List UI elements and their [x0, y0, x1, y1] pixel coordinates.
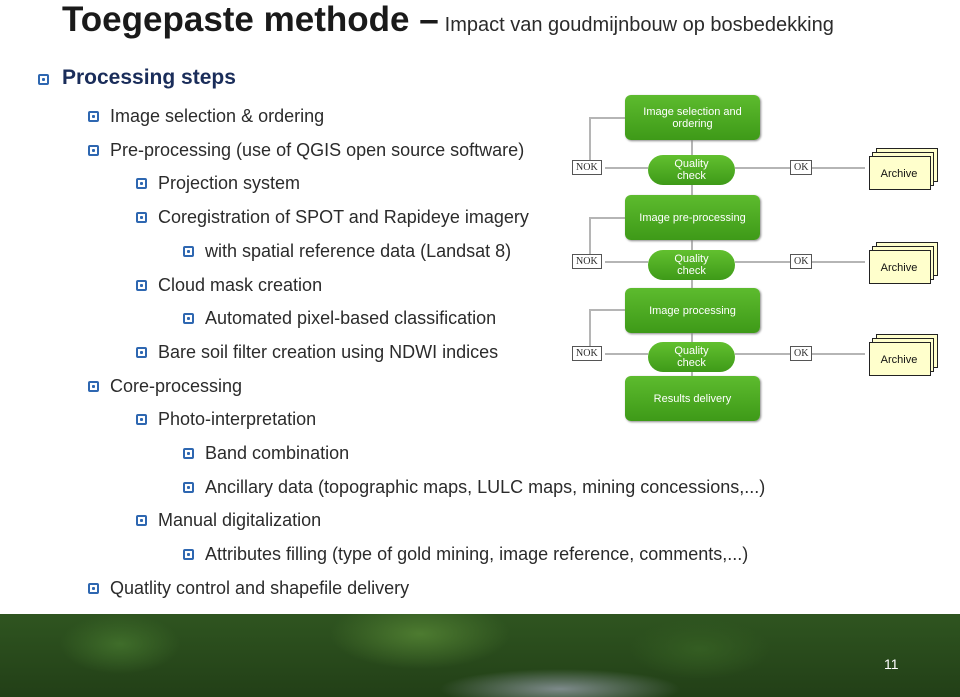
bullet-icon: [88, 144, 99, 156]
archive-sheet: [869, 342, 931, 376]
flow-step: Image processing: [625, 288, 760, 333]
archive-sheet: [869, 250, 931, 284]
bullet-icon: [183, 448, 194, 459]
bullet-icon: [88, 111, 99, 122]
slide-subtitle: Impact van goudmijnbouw op bosbedekking: [444, 14, 834, 36]
archive-stack: Archive: [866, 148, 938, 190]
bullet-icon: [136, 212, 147, 224]
slide-header: Toegepaste methode – Impact van goudmijnb…: [62, 0, 834, 40]
bullet-text: Ancillary data (topographic maps, LULC m…: [205, 476, 766, 497]
page-number: 11: [884, 656, 899, 672]
slide-title: Toegepaste methode –: [62, 0, 439, 39]
archive-label: Archive: [880, 168, 918, 180]
archive-sheet: [869, 156, 931, 190]
ok-label: OK: [790, 346, 813, 361]
archive-stack: Archive: [866, 242, 938, 284]
quality-check: Quality check: [648, 155, 735, 185]
ok-label: OK: [790, 160, 813, 175]
bullet-text: Processing steps: [62, 66, 236, 89]
bullet-text: Projection system: [158, 173, 301, 194]
bullet-icon: [136, 414, 147, 426]
nok-label: NOK: [572, 346, 602, 361]
bullet-icon: [136, 515, 147, 527]
flow-step: Results delivery: [625, 376, 760, 421]
nok-label: NOK: [572, 160, 602, 175]
bullet-text: with spatial reference data (Landsat 8): [205, 240, 512, 261]
archive-stack: Archive: [866, 334, 938, 376]
bullet-icon: [183, 245, 194, 257]
archive-label: Archive: [880, 262, 918, 274]
bullet-text: Bare soil filter creation using NDWI ind…: [158, 341, 499, 362]
bullet-text: Cloud mask creation: [158, 274, 323, 295]
quality-check: Quality check: [648, 342, 735, 372]
quality-check: Quality check: [648, 250, 735, 280]
bullet-text: Photo-interpretation: [158, 409, 317, 430]
bullet-text: Attributes filling (type of gold mining,…: [205, 544, 749, 565]
bullet-text: Automated pixel-based classification: [205, 308, 497, 329]
flow-step: Image selection and ordering: [625, 95, 760, 140]
bullet-text: Coregistration of SPOT and Rapideye imag…: [158, 207, 529, 228]
bullet-icon: [136, 178, 147, 190]
nok-label: NOK: [572, 254, 602, 269]
bullet-icon: [136, 346, 147, 358]
ok-label: OK: [790, 254, 813, 269]
bullet-icon: [183, 313, 194, 325]
bullet-text: Quatlity control and shapefile delivery: [110, 577, 410, 598]
flow-step: Image pre-processing: [625, 195, 760, 240]
bullet-icon: [88, 582, 99, 594]
archive-label: Archive: [880, 354, 918, 366]
bullet-icon: [183, 549, 194, 561]
bullet-text: Pre-processing (use of QGIS open source …: [110, 139, 525, 160]
forest-photo: [0, 614, 960, 697]
bullet-text: Manual digitalization: [158, 510, 322, 531]
bullet-icon: [183, 481, 194, 493]
bullet-icon: [136, 279, 147, 291]
bullet-text: Core-processing: [110, 375, 243, 396]
bullet-icon: [38, 74, 49, 85]
bullet-text: Band combination: [205, 443, 350, 463]
bullet-icon: [88, 380, 99, 392]
bullet-text: Image selection & ordering: [110, 106, 325, 126]
